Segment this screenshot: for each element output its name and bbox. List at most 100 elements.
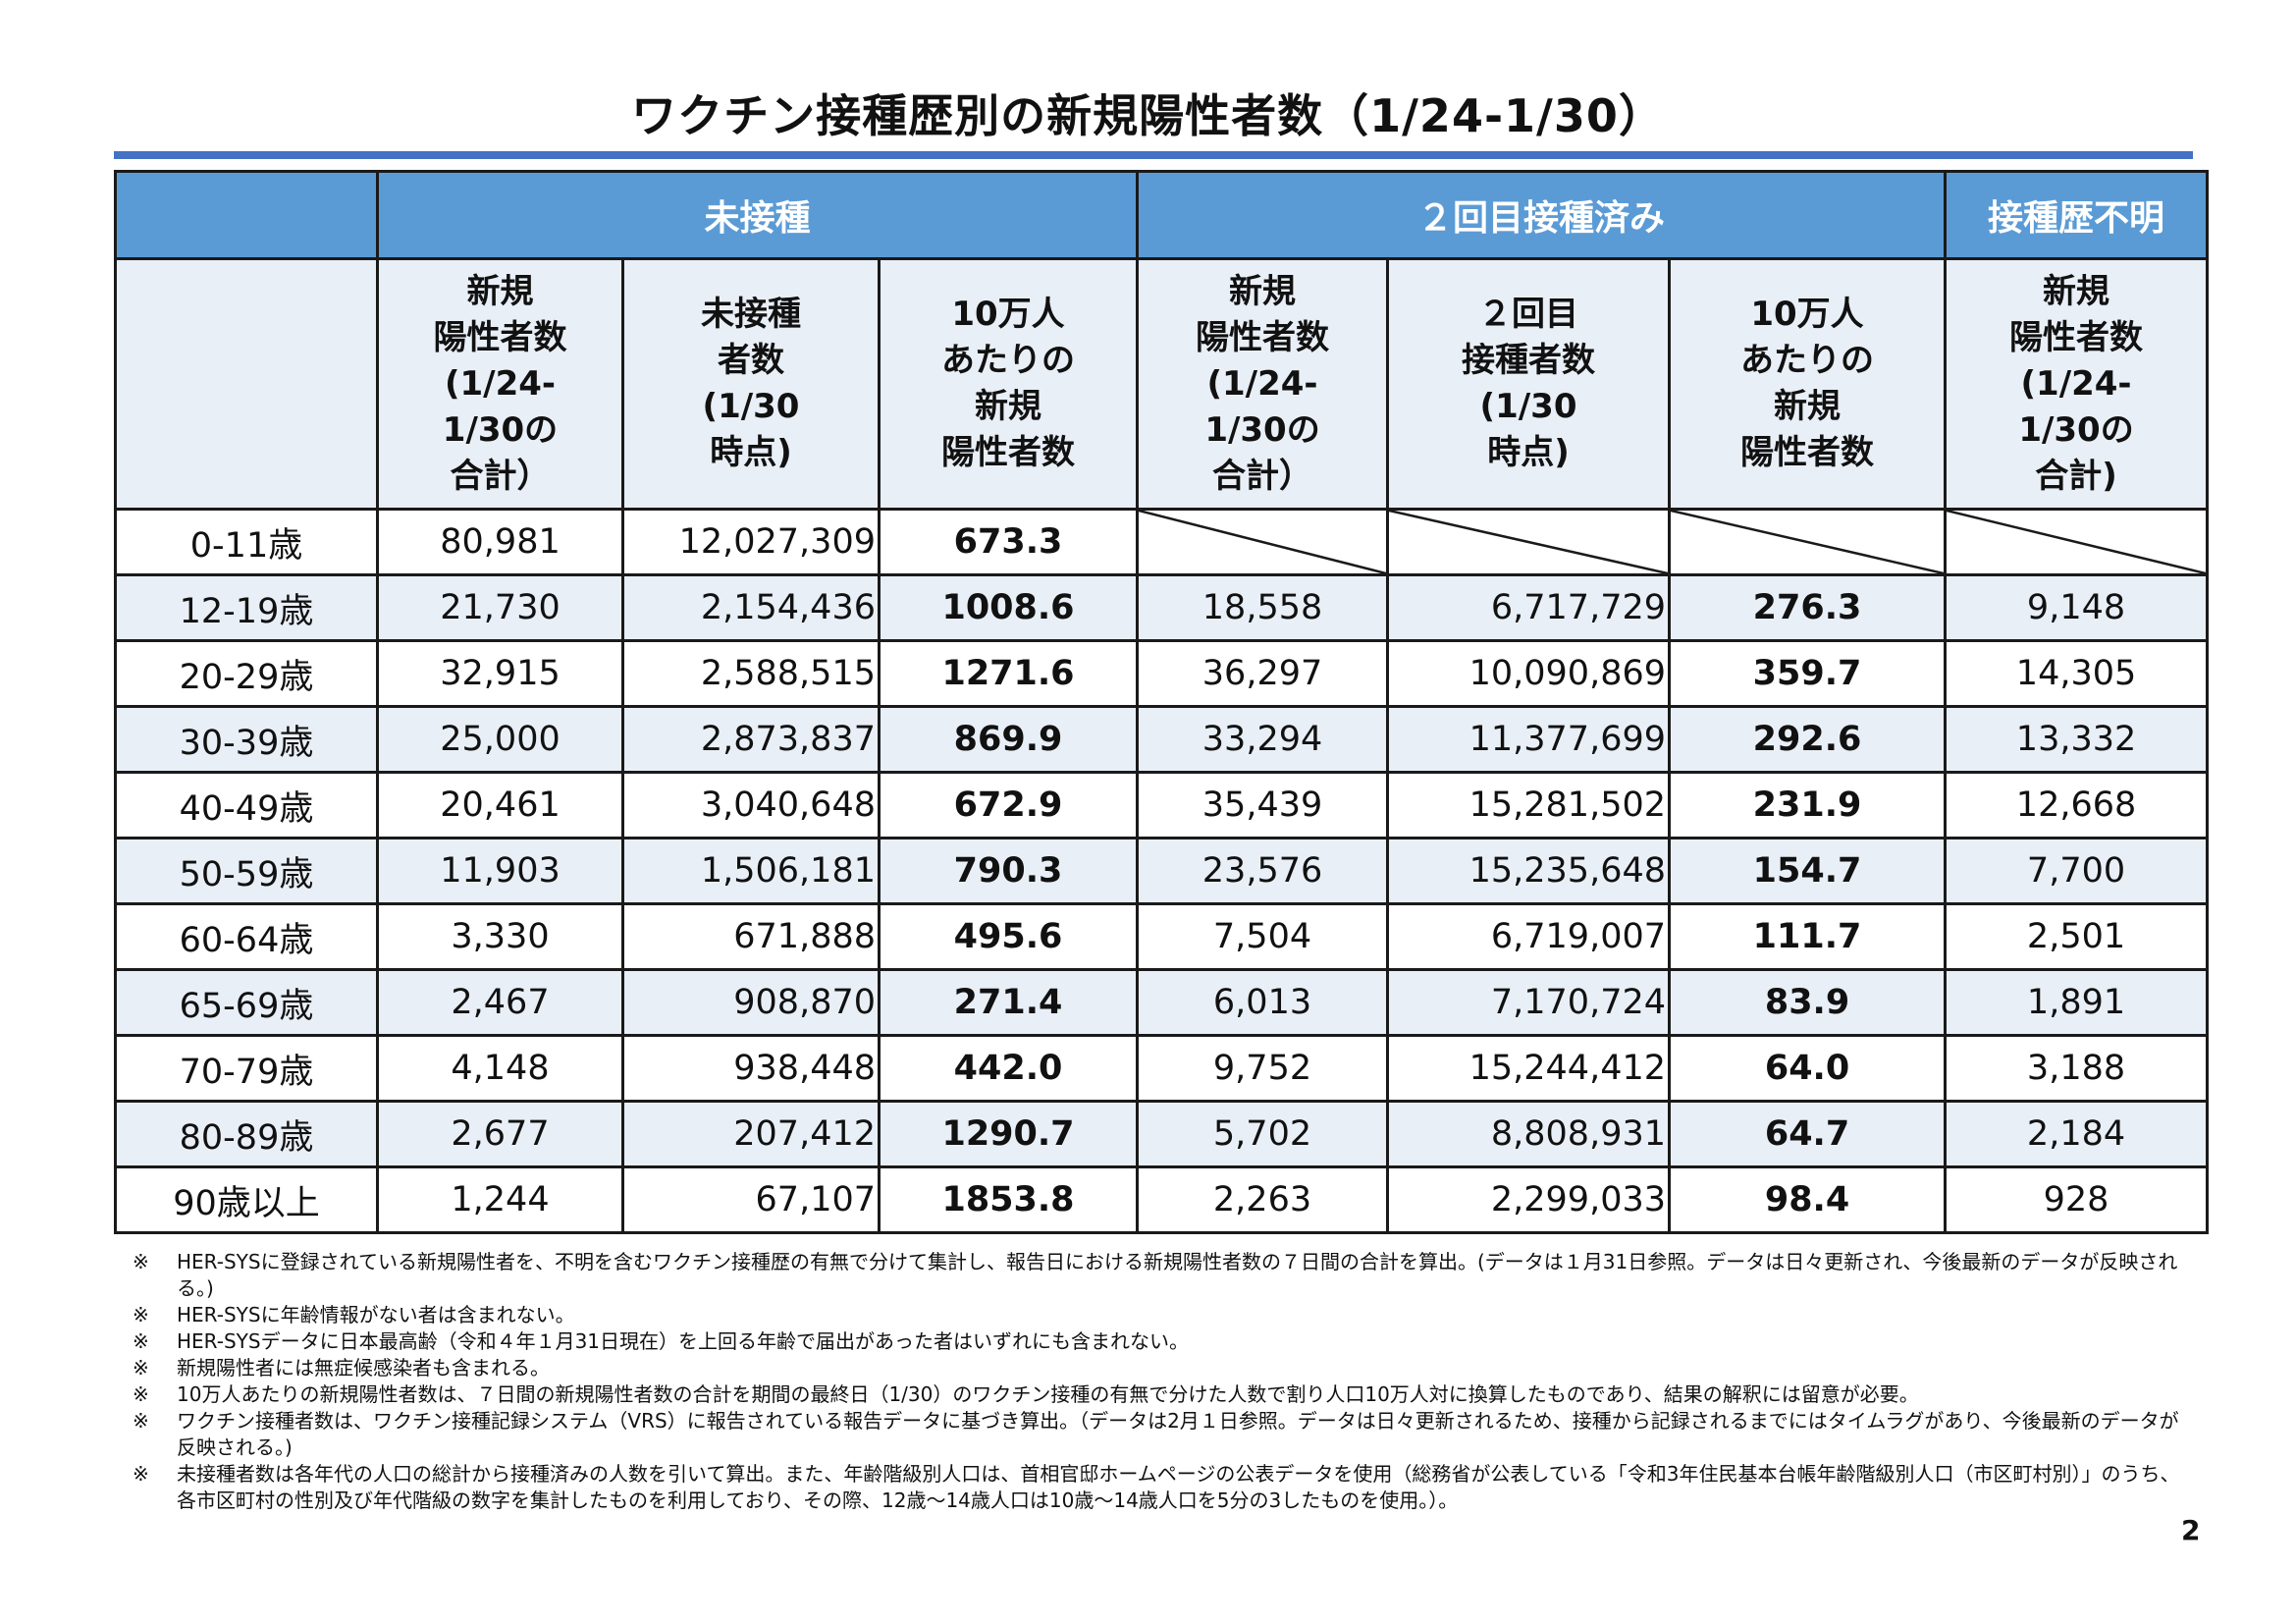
data-cell: 1008.6 xyxy=(877,573,1140,642)
group-unvaccinated: 未接種 xyxy=(375,170,1140,260)
column-header: 新規 陽性者数 (1/24- 1/30の 合計） xyxy=(376,257,624,511)
group-unknown: 接種歴不明 xyxy=(1944,170,2210,260)
data-cell: 36,297 xyxy=(1136,639,1390,708)
page-number: 2 xyxy=(2181,1514,2201,1546)
data-cell: 7,700 xyxy=(1944,837,2210,905)
footnote: ※ HER-SYSに登録されている新規陽性者を、不明を含むワクチン接種歴の有無で分… xyxy=(133,1249,2194,1302)
data-cell: 2,263 xyxy=(1136,1165,1390,1234)
age-group: 0-11歳 xyxy=(114,508,379,576)
data-cell: 1,506,181 xyxy=(621,837,881,905)
data-cell: 64.7 xyxy=(1668,1100,1948,1168)
not-applicable-cell xyxy=(1386,508,1672,576)
data-cell: 231.9 xyxy=(1668,771,1948,839)
corner-subheader xyxy=(114,257,379,511)
data-cell: 359.7 xyxy=(1668,639,1948,708)
table-row: 40-49歳 20,461 3,040,648 672.9 35,439 15,281,5… xyxy=(114,771,2210,839)
data-cell: 98.4 xyxy=(1668,1165,1948,1234)
data-cell: 64.0 xyxy=(1668,1034,1948,1103)
footnote-text: 未接種者数は各年代の人口の総計から接種済みの人数を引いて算出。また、年齢階級別人… xyxy=(177,1462,2180,1512)
footnote: ※ HER-SYSに年齢情報がない者は含まれない。 xyxy=(133,1302,2194,1328)
age-group: 80-89歳 xyxy=(114,1100,379,1168)
column-header: 新規 陽性者数 (1/24- 1/30の 合計） xyxy=(1136,257,1390,511)
data-cell: 2,588,515 xyxy=(621,639,881,708)
column-header: ２回目 接種者数 (1/30 時点) xyxy=(1386,257,1672,511)
data-cell: 154.7 xyxy=(1668,837,1948,905)
column-header: 10万人 あたりの 新規 陽性者数 xyxy=(1668,257,1948,511)
column-header: 10万人 あたりの 新規 陽性者数 xyxy=(877,257,1140,511)
corner-header xyxy=(114,170,379,260)
footnote-text: 新規陽性者には無症候感染者も含まれる。 xyxy=(177,1356,550,1380)
data-cell: 1290.7 xyxy=(877,1100,1140,1168)
data-cell: 2,501 xyxy=(1944,902,2210,971)
age-group: 70-79歳 xyxy=(114,1034,379,1103)
data-cell: 11,377,699 xyxy=(1386,705,1672,774)
data-cell: 673.3 xyxy=(877,508,1140,576)
column-header: 未接種 者数 (1/30 時点) xyxy=(621,257,881,511)
data-cell: 6,717,729 xyxy=(1386,573,1672,642)
footnote: ※ ワクチン接種者数は、ワクチン接種記録システム（VRS）に報告されている報告デー… xyxy=(133,1408,2194,1461)
data-cell: 5,702 xyxy=(1136,1100,1390,1168)
table-row: 90歳以上 1,244 67,107 1853.8 2,263 2,299,033 98.4… xyxy=(114,1165,2210,1234)
data-cell: 11,903 xyxy=(376,837,624,905)
data-cell: 3,040,648 xyxy=(621,771,881,839)
data-cell: 3,188 xyxy=(1944,1034,2210,1103)
note-mark: ※ xyxy=(133,1329,149,1353)
data-cell: 271.4 xyxy=(877,968,1140,1037)
age-group: 90歳以上 xyxy=(114,1165,379,1234)
data-cell: 15,235,648 xyxy=(1386,837,1672,905)
age-group: 40-49歳 xyxy=(114,771,379,839)
data-cell: 671,888 xyxy=(621,902,881,971)
data-cell: 32,915 xyxy=(376,639,624,708)
group-two-doses: ２回目接種済み xyxy=(1136,170,1948,260)
data-cell: 1,244 xyxy=(376,1165,624,1234)
data-cell: 869.9 xyxy=(877,705,1140,774)
table-row: 80-89歳 2,677 207,412 1290.7 5,702 8,808,931 64… xyxy=(114,1100,2210,1168)
data-cell: 6,719,007 xyxy=(1386,902,1672,971)
data-cell: 442.0 xyxy=(877,1034,1140,1103)
data-cell: 7,504 xyxy=(1136,902,1390,971)
data-cell: 23,576 xyxy=(1136,837,1390,905)
note-mark: ※ xyxy=(133,1462,149,1486)
table-row: 50-59歳 11,903 1,506,181 790.3 23,576 15,235,6… xyxy=(114,837,2210,905)
diagonal-line xyxy=(1389,511,1668,573)
note-mark: ※ xyxy=(133,1250,149,1273)
data-cell: 3,330 xyxy=(376,902,624,971)
data-cell: 276.3 xyxy=(1668,573,1948,642)
data-cell: 928 xyxy=(1944,1165,2210,1234)
data-cell: 2,467 xyxy=(376,968,624,1037)
page-title: ワクチン接種歴別の新規陽性者数（1/24-1/30） xyxy=(631,89,1665,142)
table-row: 70-79歳 4,148 938,448 442.0 9,752 15,244,412 64… xyxy=(114,1034,2210,1103)
data-cell: 15,244,412 xyxy=(1386,1034,1672,1103)
data-cell: 2,299,033 xyxy=(1386,1165,1672,1234)
table-row: 0-11歳 80,981 12,027,309 673.3 xyxy=(114,508,2210,576)
table-row: 20-29歳 32,915 2,588,515 1271.6 36,297 10,090,… xyxy=(114,639,2210,708)
data-cell: 80,981 xyxy=(376,508,624,576)
data-cell: 207,412 xyxy=(621,1100,881,1168)
data-cell: 14,305 xyxy=(1944,639,2210,708)
age-group: 60-64歳 xyxy=(114,902,379,971)
data-cell: 15,281,502 xyxy=(1386,771,1672,839)
age-group: 20-29歳 xyxy=(114,639,379,708)
data-cell: 4,148 xyxy=(376,1034,624,1103)
footnote: ※ 10万人あたりの新規陽性者数は、７日間の新規陽性者数の合計を期間の最終日（1/… xyxy=(133,1381,2194,1408)
age-group: 30-39歳 xyxy=(114,705,379,774)
data-cell: 2,873,837 xyxy=(621,705,881,774)
data-cell: 1,891 xyxy=(1944,968,2210,1037)
data-cell: 790.3 xyxy=(877,837,1140,905)
data-cell: 12,668 xyxy=(1944,771,2210,839)
data-cell: 9,752 xyxy=(1136,1034,1390,1103)
age-group: 12-19歳 xyxy=(114,573,379,642)
data-cell: 13,332 xyxy=(1944,705,2210,774)
note-mark: ※ xyxy=(133,1356,149,1380)
data-cell: 18,558 xyxy=(1136,573,1390,642)
age-group: 50-59歳 xyxy=(114,837,379,905)
vaccination-table: 未接種 ２回目接種済み 接種歴不明 新規 陽性者数 (1/24- 1/30の 合… xyxy=(114,170,2210,1234)
footnote: ※ 未接種者数は各年代の人口の総計から接種済みの人数を引いて算出。また、年齢階級別… xyxy=(133,1461,2194,1514)
data-cell: 8,808,931 xyxy=(1386,1100,1672,1168)
table-row: 65-69歳 2,467 908,870 271.4 6,013 7,170,724 83.… xyxy=(114,968,2210,1037)
data-cell: 2,677 xyxy=(376,1100,624,1168)
diagonal-line xyxy=(1671,511,1944,573)
data-cell: 33,294 xyxy=(1136,705,1390,774)
note-mark: ※ xyxy=(133,1382,149,1406)
footnotes: ※ HER-SYSに登録されている新規陽性者を、不明を含むワクチン接種歴の有無で分… xyxy=(133,1249,2194,1514)
